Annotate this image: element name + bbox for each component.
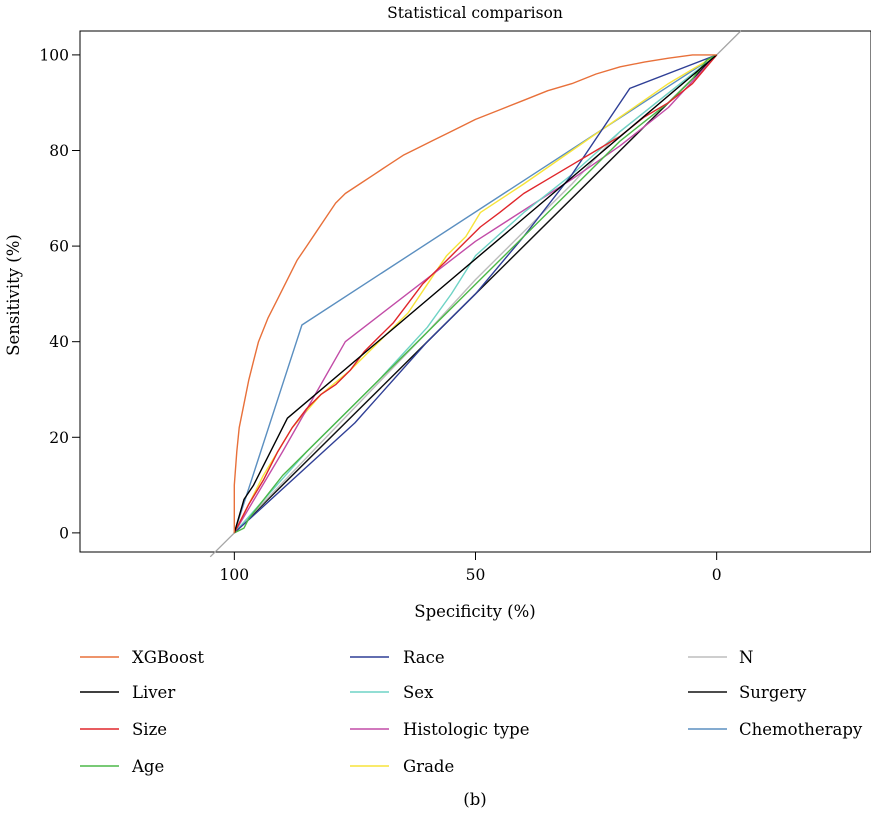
chart-title: Statistical comparison	[387, 4, 563, 22]
plot-area: 0 20 40 60 80 100 100 50 0	[39, 31, 871, 584]
y-tick-label: 0	[59, 524, 69, 542]
plot-frame	[80, 31, 871, 552]
y-tick-label: 60	[49, 238, 69, 256]
legend-label-xgboost: XGBoost	[132, 648, 204, 667]
legend-label-grade: Grade	[403, 757, 454, 776]
x-axis-label: Specificity (%)	[414, 602, 535, 621]
y-tick-label: 20	[49, 429, 69, 447]
legend-label-liver: Liver	[132, 683, 175, 702]
y-tick-label: 40	[49, 333, 69, 351]
y-tick-label: 100	[39, 46, 69, 64]
x-tick-label: 0	[712, 566, 722, 584]
legend-label-surgery: Surgery	[739, 683, 807, 702]
legend-label-sex: Sex	[403, 683, 434, 702]
legend-label-n: N	[739, 648, 753, 667]
legend-label-race: Race	[403, 648, 445, 667]
x-tick-label: 50	[466, 566, 486, 584]
y-axis-label: Sensitivity (%)	[4, 234, 23, 356]
legend-label-histologic-type: Histologic type	[403, 720, 530, 739]
legend: XGBoost Liver Size Age Race Sex Histologic typ…	[80, 648, 863, 776]
y-tick-label: 80	[49, 142, 69, 160]
legend-label-age: Age	[131, 757, 164, 776]
legend-label-size: Size	[132, 720, 167, 739]
x-tick-label: 100	[220, 566, 250, 584]
figure-caption: (b)	[463, 790, 486, 809]
legend-label-chemotherapy: Chemotherapy	[739, 720, 863, 739]
